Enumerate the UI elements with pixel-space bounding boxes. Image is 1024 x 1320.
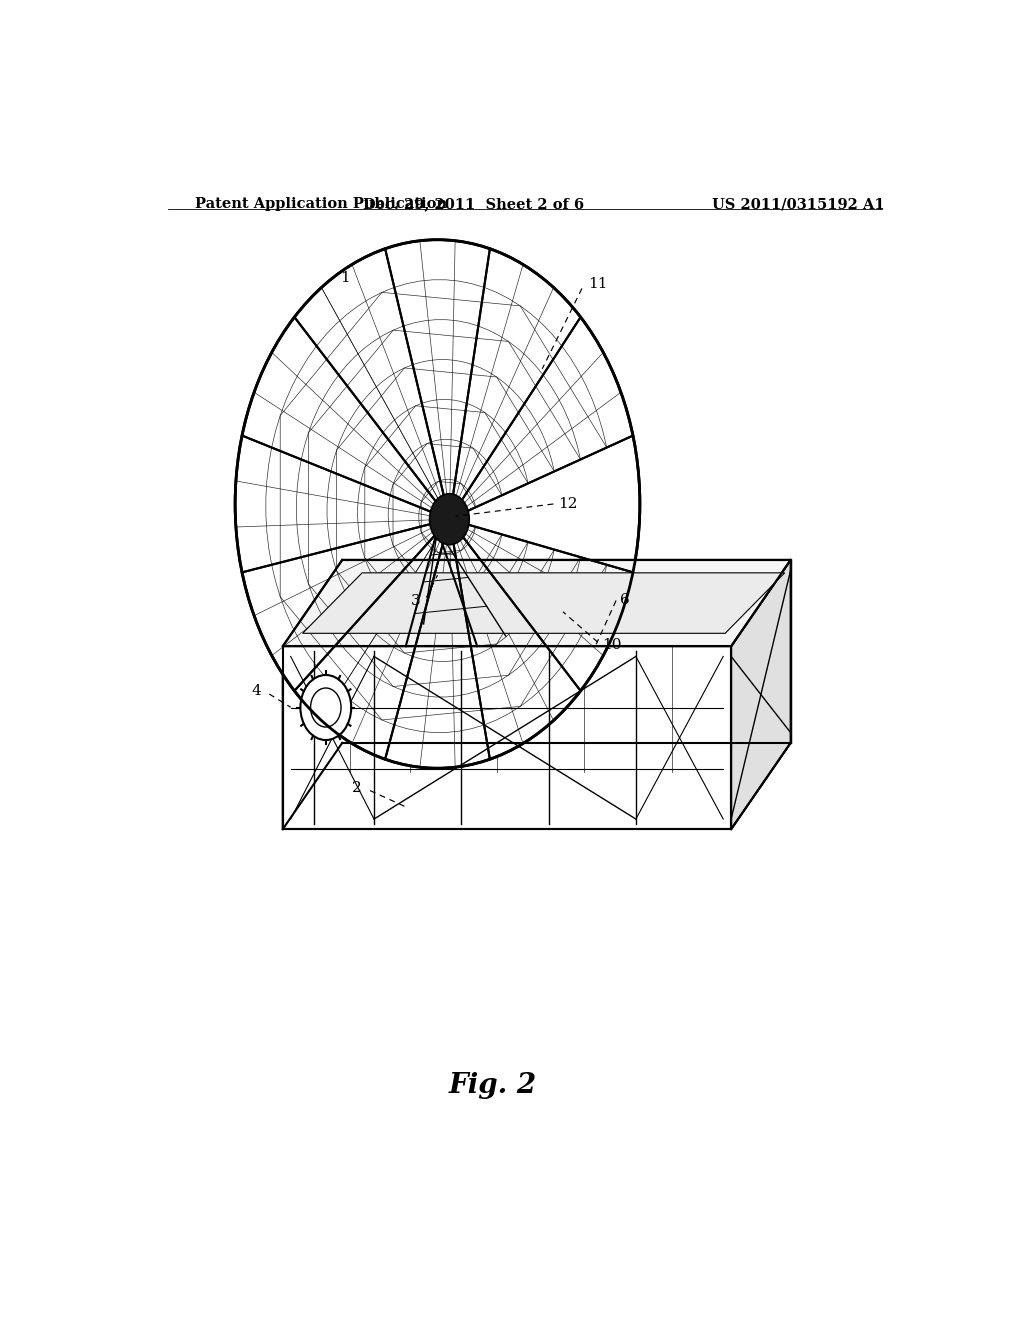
Text: 12: 12 bbox=[558, 496, 578, 511]
Text: 11: 11 bbox=[588, 277, 608, 292]
Text: Fig. 2: Fig. 2 bbox=[449, 1072, 538, 1098]
Text: US 2011/0315192 A1: US 2011/0315192 A1 bbox=[713, 197, 885, 211]
Text: 3: 3 bbox=[411, 594, 420, 607]
Polygon shape bbox=[303, 573, 784, 634]
Polygon shape bbox=[342, 560, 791, 743]
Text: Patent Application Publication: Patent Application Publication bbox=[196, 197, 447, 211]
Circle shape bbox=[300, 675, 351, 741]
Polygon shape bbox=[283, 743, 791, 829]
Circle shape bbox=[430, 494, 469, 545]
Polygon shape bbox=[283, 560, 791, 647]
Text: Dec. 29, 2011  Sheet 2 of 6: Dec. 29, 2011 Sheet 2 of 6 bbox=[362, 197, 584, 211]
Text: 1: 1 bbox=[340, 272, 350, 285]
Polygon shape bbox=[731, 560, 791, 829]
Polygon shape bbox=[283, 647, 731, 829]
Ellipse shape bbox=[236, 240, 640, 768]
Text: 6: 6 bbox=[620, 593, 630, 606]
Text: 2: 2 bbox=[352, 780, 362, 795]
Text: 10: 10 bbox=[602, 639, 622, 652]
Text: 4: 4 bbox=[252, 684, 261, 698]
Polygon shape bbox=[283, 560, 342, 829]
